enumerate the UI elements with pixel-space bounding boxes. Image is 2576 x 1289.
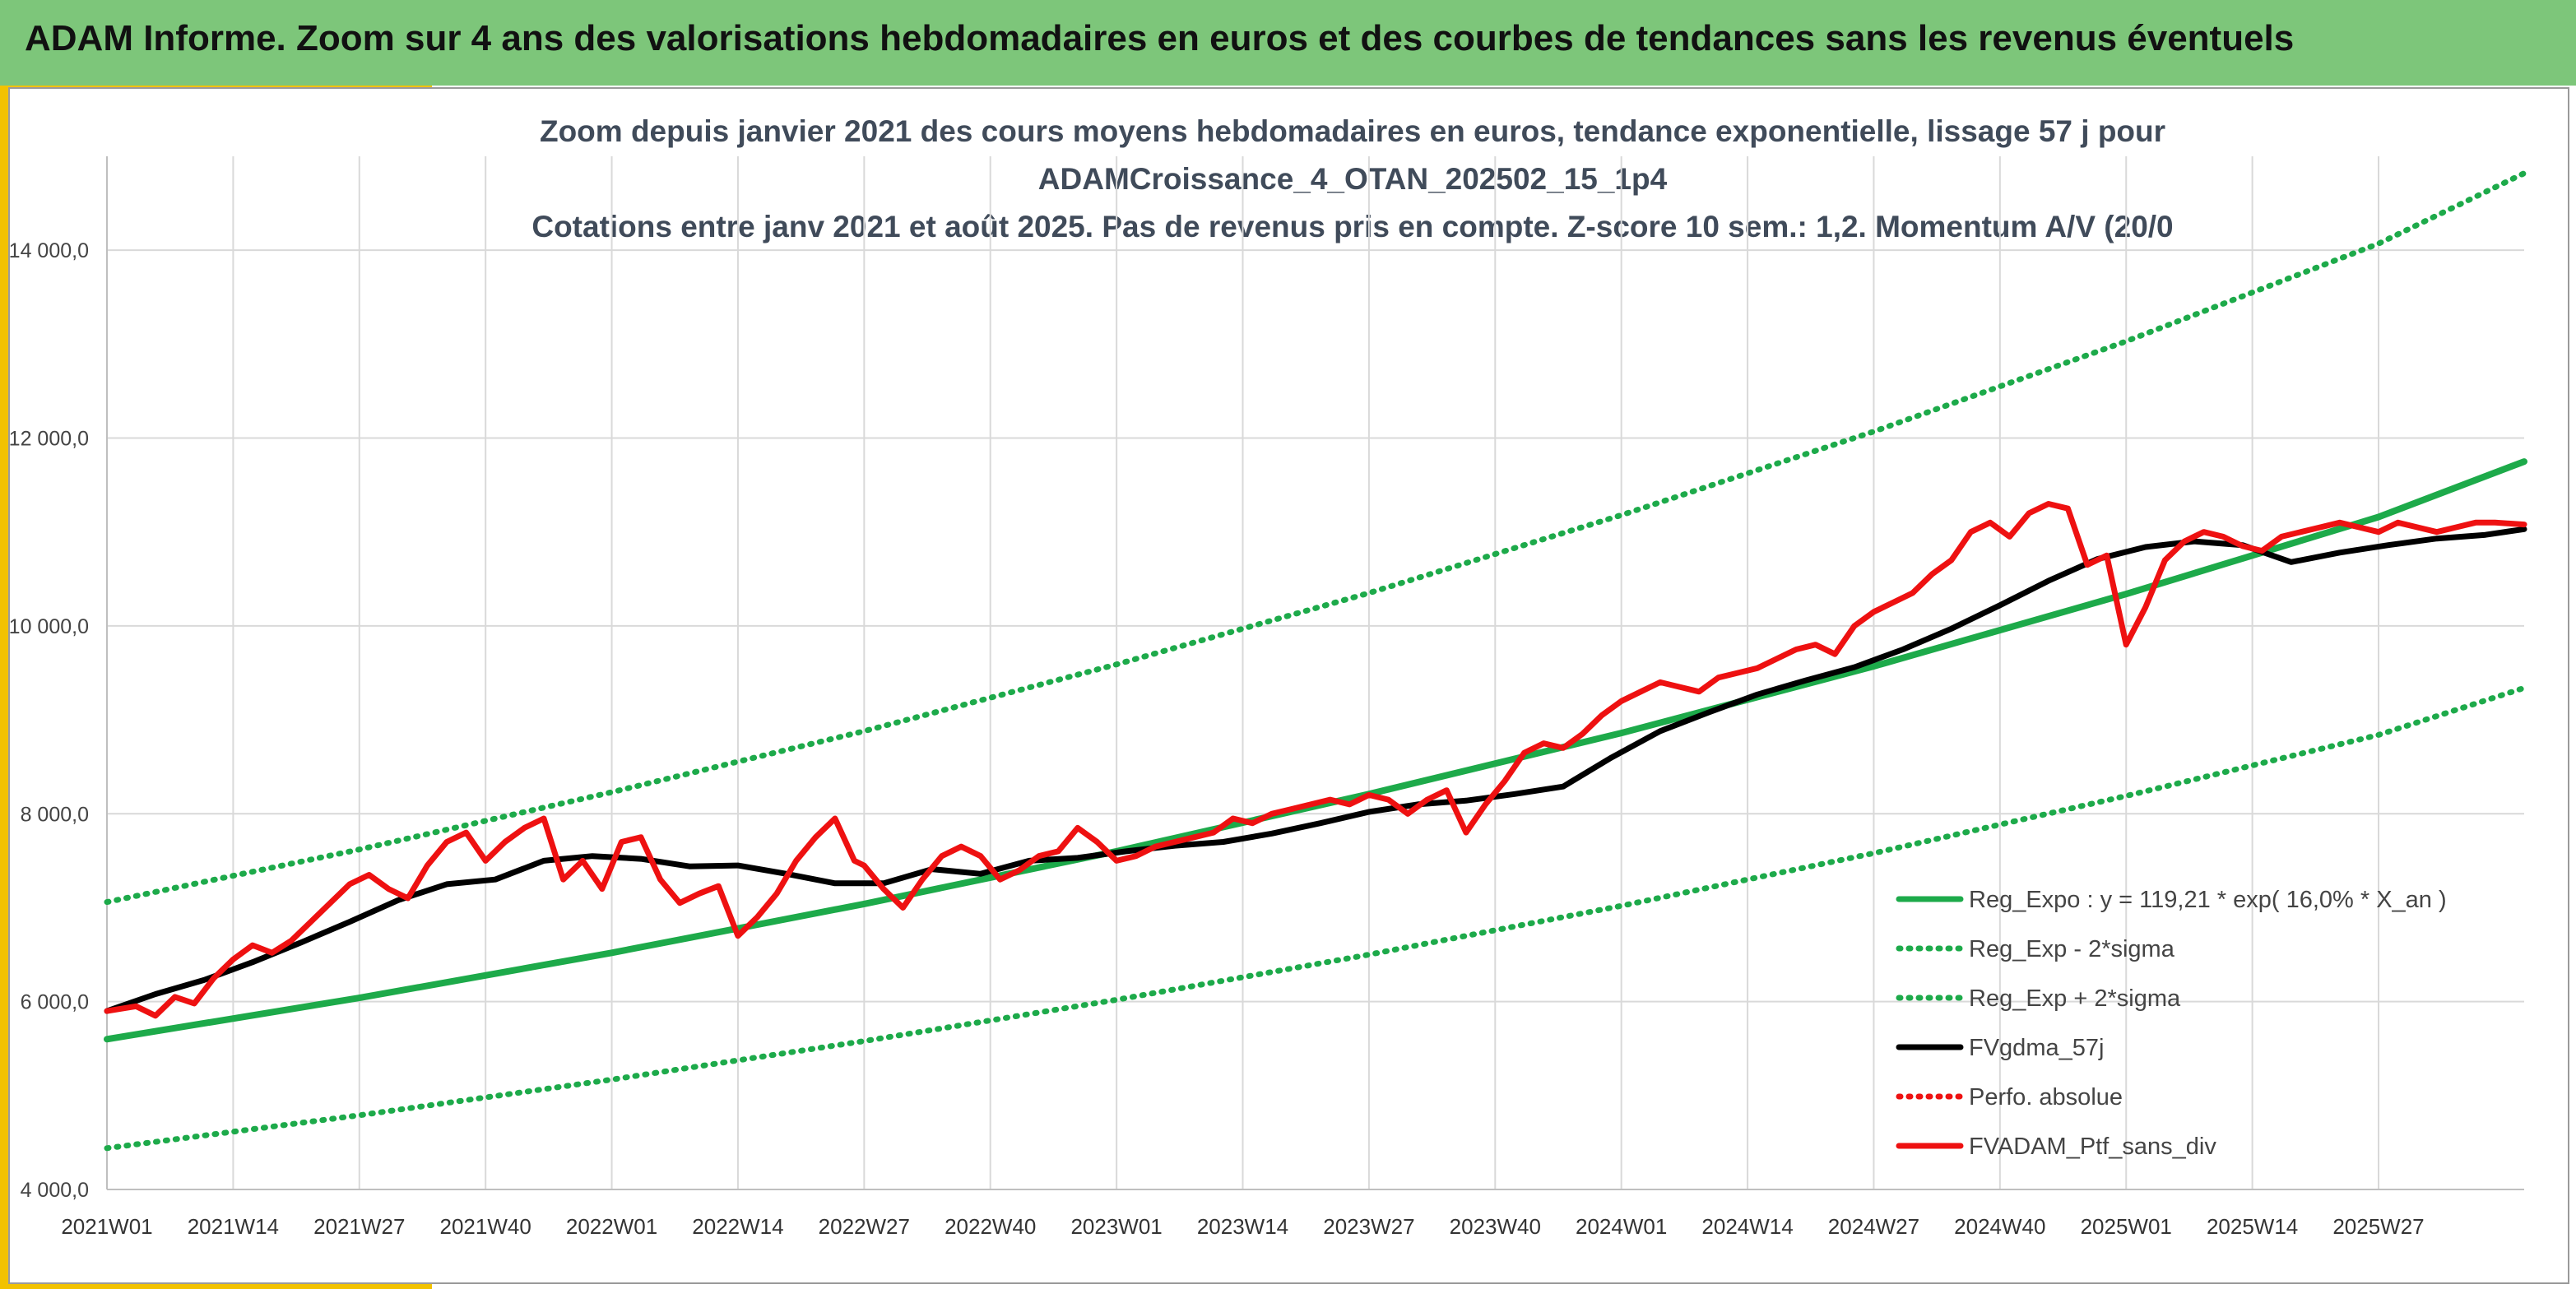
x-tick-label: 2024W01 [1576, 1214, 1667, 1239]
x-tick-label: 2025W01 [2081, 1214, 2172, 1239]
legend-label: Reg_Exp + 2*sigma [1969, 985, 2181, 1012]
x-tick-label: 2023W14 [1197, 1214, 1288, 1239]
x-tick-label: 2022W01 [566, 1214, 657, 1239]
x-tick-label: 2025W14 [2207, 1214, 2298, 1239]
y-tick-label: 14 000,0 [9, 239, 89, 262]
header-bar: ADAM Informe. Zoom sur 4 ans des valoris… [0, 0, 2576, 86]
x-tick-label: 2021W01 [61, 1214, 152, 1239]
y-tick-label: 10 000,0 [9, 615, 89, 638]
x-tick-label: 2021W40 [440, 1214, 531, 1239]
x-tick-label: 2021W14 [188, 1214, 279, 1239]
series-line-1 [104, 684, 2527, 1152]
y-tick-label: 8 000,0 [21, 803, 89, 826]
chart-frame [8, 87, 2569, 1284]
x-tick-label: 2024W27 [1828, 1214, 1919, 1239]
x-tick-label: 2023W40 [1450, 1214, 1541, 1239]
x-tick-label: 2021W27 [313, 1214, 405, 1239]
x-tick-label: 2022W14 [692, 1214, 783, 1239]
legend-label: FVADAM_Ptf_sans_div [1969, 1134, 2216, 1160]
x-tick-label: 2025W27 [2332, 1214, 2424, 1239]
series-line-5 [104, 501, 2527, 1019]
x-tick-label: 2022W40 [945, 1214, 1036, 1239]
legend-label: Reg_Exp - 2*sigma [1969, 936, 2175, 962]
x-tick-label: 2024W40 [1954, 1214, 2045, 1239]
x-tick-label: 2023W01 [1070, 1214, 1162, 1239]
accent-bar-left [0, 86, 8, 1278]
series-line-3 [104, 526, 2527, 1014]
x-tick-label: 2022W27 [819, 1214, 910, 1239]
page-title: ADAM Informe. Zoom sur 4 ans des valoris… [25, 18, 2295, 58]
x-tick-label: 2023W27 [1323, 1214, 1414, 1239]
y-tick-label: 12 000,0 [9, 428, 89, 451]
y-tick-label: 6 000,0 [21, 991, 89, 1014]
chart-title-line: Cotations entre janv 2021 et août 2025. … [531, 210, 2173, 243]
x-tick-label: 2024W14 [1701, 1214, 1793, 1239]
chart-title-line: ADAMCroissance_4_OTAN_202502_15_1p4 [1038, 162, 1668, 196]
chart-title-line: Zoom depuis janvier 2021 des cours moyen… [540, 114, 2165, 148]
legend-label: Perfo. absolue [1969, 1084, 2123, 1110]
legend-label: FVgdma_57j [1969, 1035, 2104, 1061]
y-tick-label: 4 000,0 [21, 1179, 89, 1202]
series-line-2 [104, 170, 2527, 906]
legend-label: Reg_Expo : y = 119,21 * exp( 16,0% * X_a… [1969, 887, 2447, 913]
